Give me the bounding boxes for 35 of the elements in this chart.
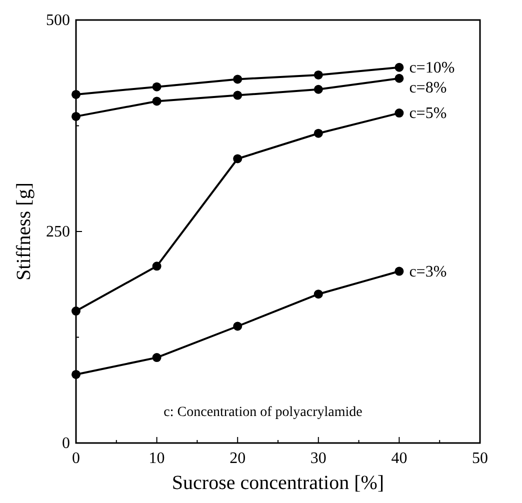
- x-tick-label: 30: [310, 450, 326, 467]
- x-tick-label: 20: [230, 450, 246, 467]
- point: [72, 90, 80, 99]
- series-label: c=3%: [409, 263, 447, 280]
- point: [314, 70, 323, 80]
- x-tick-label: 50: [472, 450, 488, 467]
- point: [394, 108, 404, 118]
- point: [233, 154, 242, 164]
- series-label: c=5%: [409, 105, 447, 122]
- point: [314, 128, 323, 138]
- point: [314, 84, 323, 94]
- y-axis-title: Stiffness [g]: [13, 182, 35, 280]
- y-tick-label: 0: [62, 435, 70, 452]
- x-axis-title: Sucrose concentration [%]: [172, 472, 384, 494]
- point: [152, 82, 162, 92]
- point: [394, 62, 404, 72]
- point: [152, 353, 162, 362]
- series-label: c=8%: [409, 79, 447, 96]
- point: [72, 370, 80, 379]
- y-tick-label: 500: [46, 12, 70, 29]
- point: [152, 262, 162, 271]
- x-tick-label: 10: [148, 450, 165, 467]
- point: [233, 322, 242, 331]
- point: [394, 74, 404, 83]
- annotation: c: Concentration of polyacrylamide: [164, 405, 362, 420]
- y-tick-label: 250: [46, 224, 70, 240]
- point: [152, 96, 162, 106]
- point: [233, 74, 242, 84]
- series-label: c=10%: [409, 59, 455, 76]
- point: [233, 90, 242, 100]
- point: [314, 290, 323, 299]
- x-tick-label: 40: [391, 450, 408, 467]
- point: [72, 306, 80, 316]
- point: [394, 266, 404, 276]
- point: [72, 112, 80, 121]
